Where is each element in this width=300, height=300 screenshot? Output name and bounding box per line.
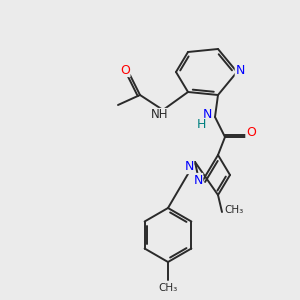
Text: NH: NH — [151, 109, 169, 122]
Text: O: O — [120, 64, 130, 76]
Text: H: H — [196, 118, 206, 131]
Text: N: N — [184, 160, 194, 173]
Text: N: N — [235, 64, 245, 76]
Text: N: N — [202, 109, 212, 122]
Text: O: O — [246, 127, 256, 140]
Text: N: N — [193, 173, 203, 187]
Text: CH₃: CH₃ — [224, 205, 244, 215]
Text: CH₃: CH₃ — [158, 283, 178, 293]
